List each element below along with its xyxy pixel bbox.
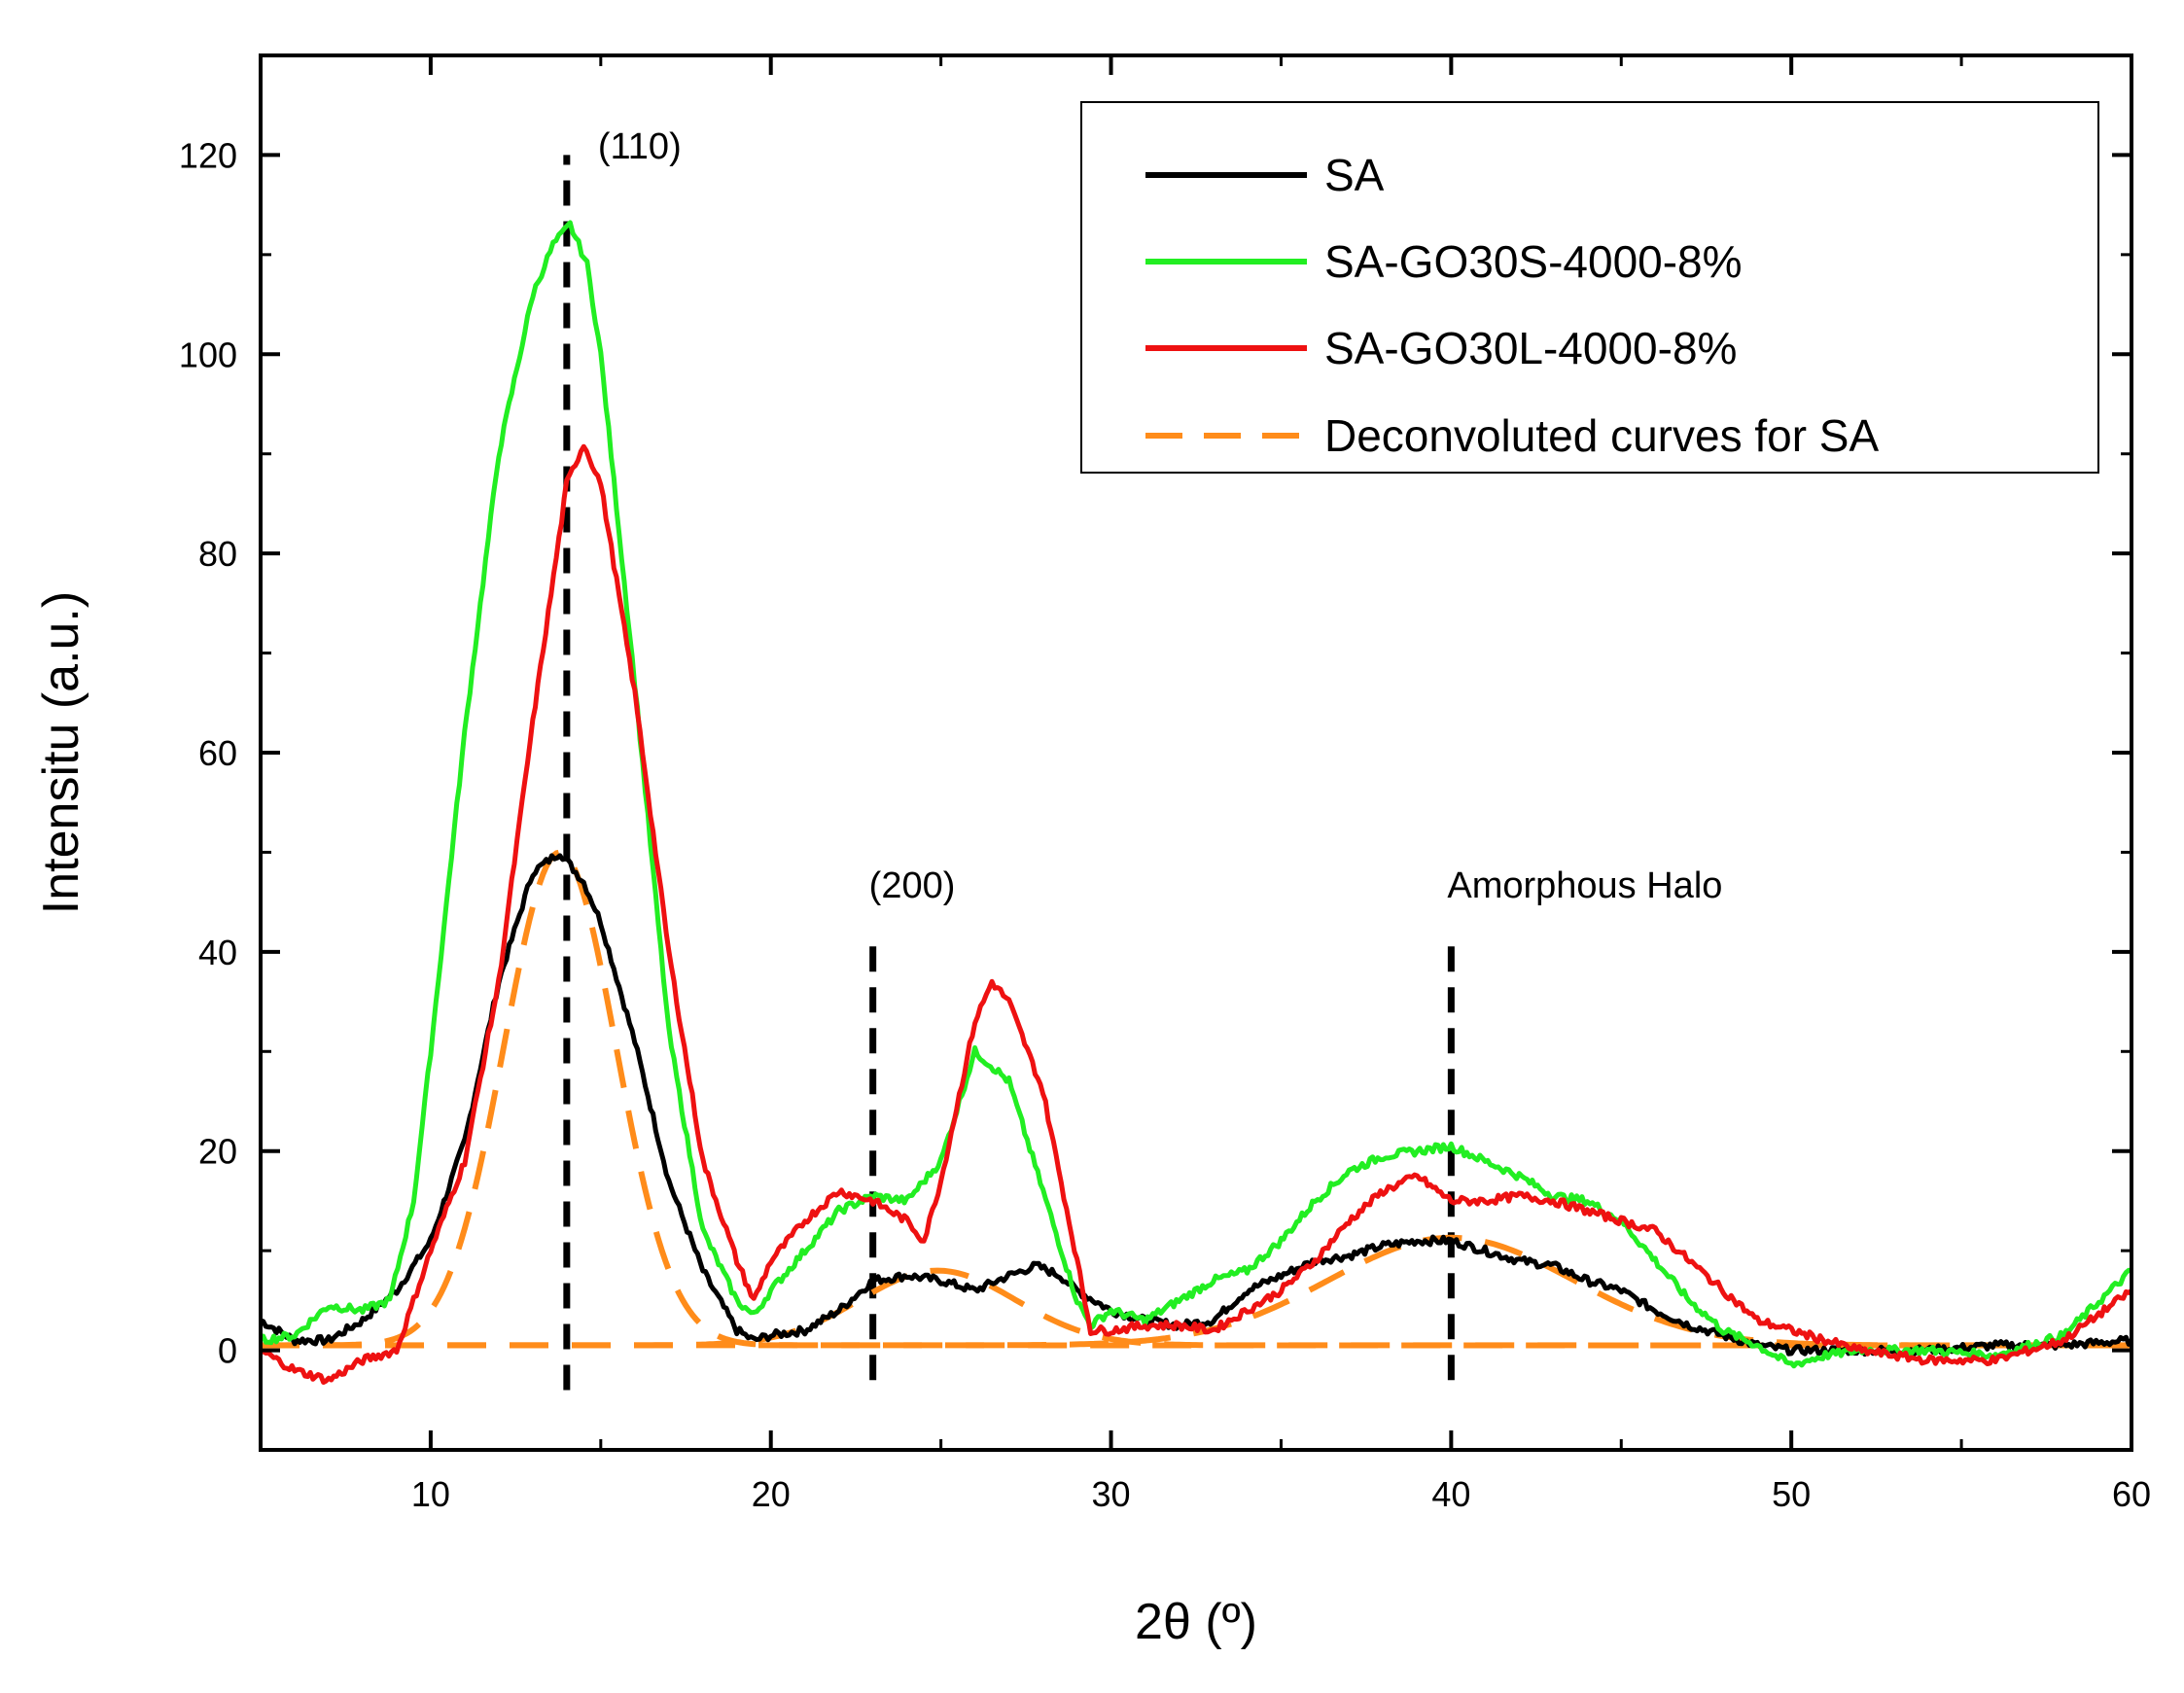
series-line-1 bbox=[261, 220, 2131, 1369]
x-tick-label-0: 10 bbox=[411, 1474, 450, 1514]
y-tick-label-0: 0 bbox=[218, 1331, 237, 1371]
legend-label-go30s: SA-GO30S-4000-8% bbox=[1324, 236, 1743, 287]
series-group bbox=[261, 155, 2131, 1391]
x-tick-label-4: 50 bbox=[1772, 1474, 1811, 1514]
axis-layer: (110) (200) Amorphous Halo 10 20 30 40 50 60 0 20 4… bbox=[179, 53, 2151, 1514]
series-line-2 bbox=[261, 443, 2131, 1385]
x-tick-label-1: 20 bbox=[752, 1474, 791, 1514]
plot-layer bbox=[261, 155, 2131, 1391]
y-tick-label-3: 60 bbox=[198, 733, 237, 773]
annotation-label-2: Amorphous Halo bbox=[1447, 865, 1722, 906]
y-tick-label-5: 100 bbox=[179, 335, 237, 374]
y-tick-label-1: 20 bbox=[198, 1132, 237, 1172]
annotation-label-0: (110) bbox=[598, 126, 682, 167]
deconvoluted-curve-2 bbox=[261, 1234, 2131, 1349]
y-axis-title: Intensitu (a.u.) bbox=[33, 591, 89, 914]
y-tick-label-2: 40 bbox=[198, 933, 237, 972]
x-tick-label-2: 30 bbox=[1092, 1474, 1131, 1514]
legend-label-go30l: SA-GO30L-4000-8% bbox=[1324, 323, 1737, 373]
legend-box bbox=[1080, 101, 2099, 474]
x-tick-label-5: 60 bbox=[2112, 1474, 2151, 1514]
legend-label-sa: SA bbox=[1324, 150, 1385, 200]
y-tick-label-4: 80 bbox=[198, 534, 237, 574]
y-tick-label-6: 120 bbox=[179, 135, 237, 175]
legend-label-deconvoluted: Deconvoluted curves for SA bbox=[1324, 410, 1879, 461]
x-tick-label-3: 40 bbox=[1431, 1474, 1470, 1514]
x-axis-title: 2θ (º) bbox=[1135, 1594, 1257, 1650]
annotation-label-1: (200) bbox=[869, 865, 956, 906]
legend: SA SA-GO30S-4000-8% SA-GO30L-4000-8% Dec… bbox=[1080, 101, 2099, 474]
